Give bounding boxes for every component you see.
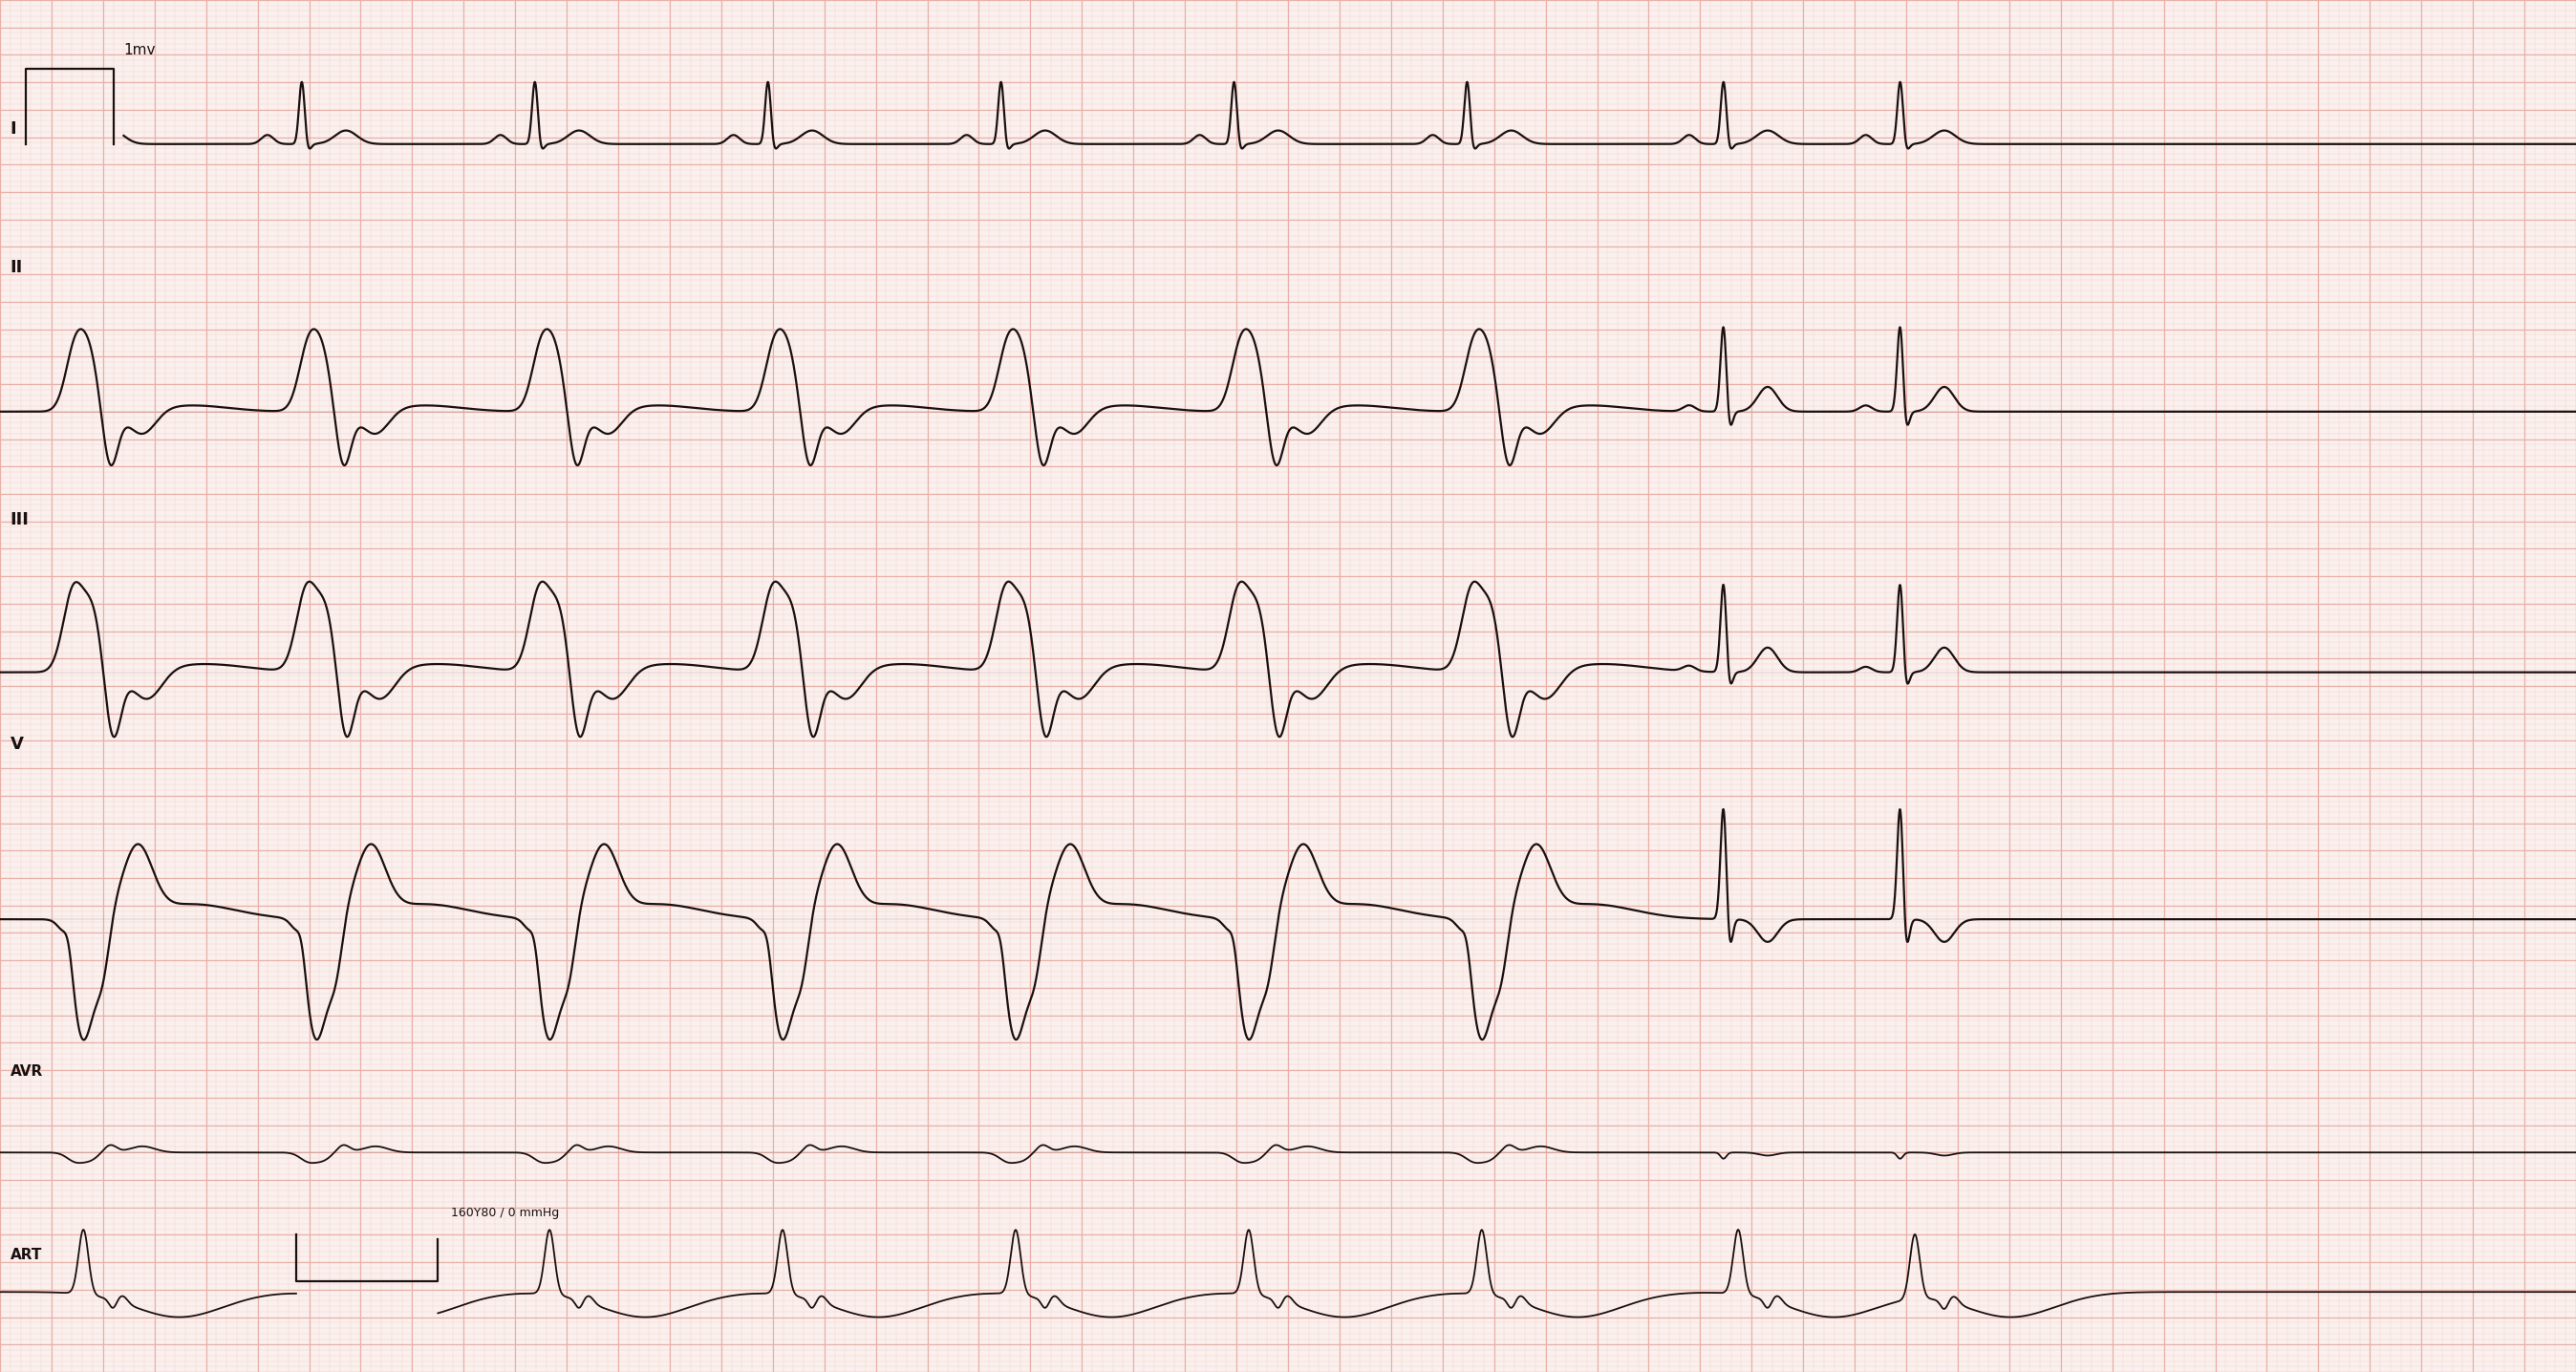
Text: 1mv: 1mv [124, 43, 155, 58]
Text: III: III [10, 510, 28, 528]
Text: V: V [10, 735, 23, 753]
Text: I: I [10, 121, 15, 137]
Text: AVR: AVR [10, 1065, 44, 1078]
Text: ART: ART [10, 1249, 41, 1262]
Text: II: II [10, 258, 23, 276]
Text: 160Y80 / 0 mmHg: 160Y80 / 0 mmHg [451, 1207, 559, 1220]
